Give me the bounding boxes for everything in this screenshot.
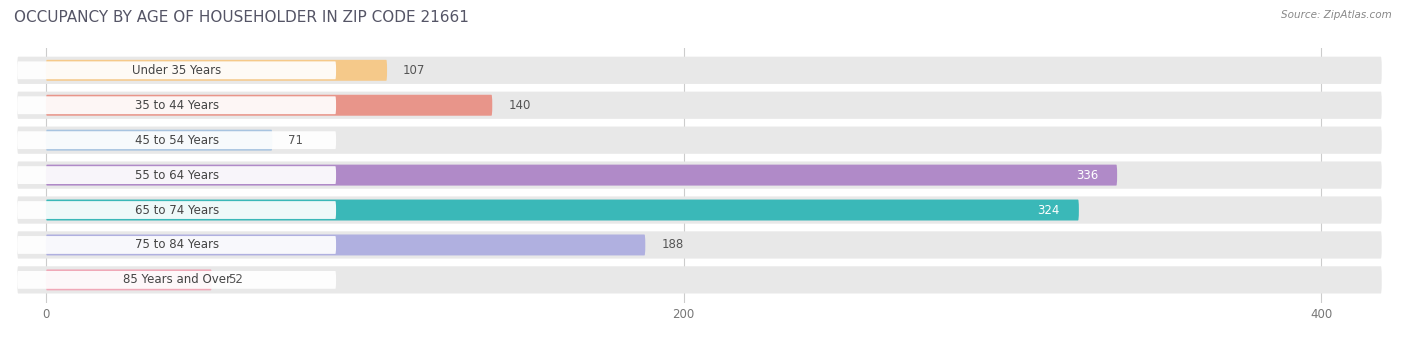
FancyBboxPatch shape — [46, 95, 492, 116]
FancyBboxPatch shape — [17, 231, 1382, 259]
Text: 188: 188 — [661, 238, 683, 252]
FancyBboxPatch shape — [17, 271, 336, 289]
FancyBboxPatch shape — [46, 130, 273, 151]
Text: Source: ZipAtlas.com: Source: ZipAtlas.com — [1281, 10, 1392, 20]
Text: 107: 107 — [404, 64, 426, 77]
FancyBboxPatch shape — [46, 235, 645, 255]
Text: 65 to 74 Years: 65 to 74 Years — [135, 204, 219, 217]
FancyBboxPatch shape — [17, 96, 336, 114]
FancyBboxPatch shape — [46, 269, 212, 290]
FancyBboxPatch shape — [17, 57, 1382, 84]
Text: 336: 336 — [1076, 169, 1098, 182]
FancyBboxPatch shape — [17, 197, 1382, 224]
Text: OCCUPANCY BY AGE OF HOUSEHOLDER IN ZIP CODE 21661: OCCUPANCY BY AGE OF HOUSEHOLDER IN ZIP C… — [14, 10, 470, 25]
FancyBboxPatch shape — [17, 236, 336, 254]
Text: 85 Years and Over: 85 Years and Over — [122, 273, 231, 286]
Text: 324: 324 — [1038, 204, 1060, 217]
FancyBboxPatch shape — [17, 266, 1382, 293]
FancyBboxPatch shape — [17, 166, 336, 184]
Text: 140: 140 — [508, 99, 530, 112]
FancyBboxPatch shape — [46, 60, 387, 81]
FancyBboxPatch shape — [17, 131, 336, 149]
FancyBboxPatch shape — [17, 201, 336, 219]
Text: 71: 71 — [288, 134, 304, 147]
Text: 75 to 84 Years: 75 to 84 Years — [135, 238, 219, 252]
Text: 55 to 64 Years: 55 to 64 Years — [135, 169, 219, 182]
FancyBboxPatch shape — [46, 200, 1078, 221]
FancyBboxPatch shape — [17, 91, 1382, 119]
Text: 45 to 54 Years: 45 to 54 Years — [135, 134, 219, 147]
Text: 35 to 44 Years: 35 to 44 Years — [135, 99, 219, 112]
FancyBboxPatch shape — [17, 162, 1382, 189]
FancyBboxPatch shape — [46, 165, 1118, 186]
Text: Under 35 Years: Under 35 Years — [132, 64, 221, 77]
FancyBboxPatch shape — [17, 126, 1382, 154]
Text: 52: 52 — [228, 273, 242, 286]
FancyBboxPatch shape — [17, 62, 336, 79]
